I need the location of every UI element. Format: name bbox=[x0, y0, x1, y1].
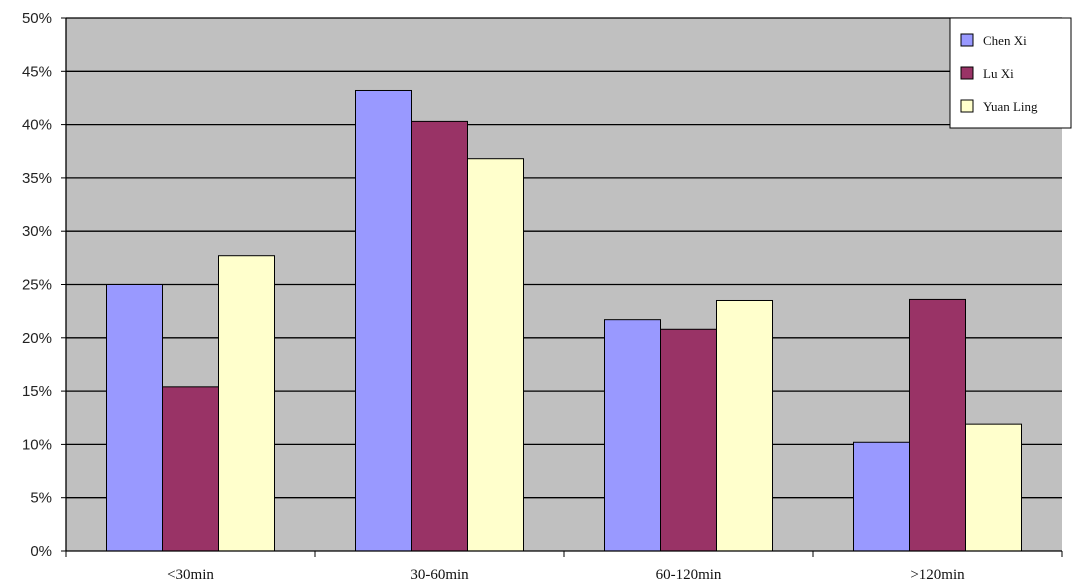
y-tick-label: 10% bbox=[22, 436, 52, 453]
y-tick-label: 35% bbox=[22, 170, 52, 187]
x-tick-label: >120min bbox=[910, 567, 965, 583]
legend-label-yuan-ling: Yuan Ling bbox=[983, 99, 1038, 114]
bar-lu-xi bbox=[411, 120, 468, 552]
legend: Chen Xi Lu Xi Yuan Ling bbox=[949, 17, 1072, 129]
bar-chen-xi bbox=[853, 441, 910, 552]
y-tick-label: 5% bbox=[30, 490, 52, 507]
bar-lu-xi bbox=[909, 298, 966, 552]
bar-lu-xi bbox=[162, 386, 219, 552]
bar-chen-xi bbox=[106, 284, 163, 552]
legend-label-lu-xi: Lu Xi bbox=[983, 66, 1014, 81]
y-tick-label: 25% bbox=[22, 277, 52, 294]
y-tick-labels: 0% 5% 10% 15% 20% 25% 30% 35% 40% 45% 50% bbox=[22, 10, 52, 560]
bar-yuan-ling bbox=[218, 255, 275, 552]
bar-chen-xi bbox=[355, 89, 412, 552]
y-tick-label: 15% bbox=[22, 383, 52, 400]
axes bbox=[61, 17, 1063, 557]
y-tick-label: 30% bbox=[22, 223, 52, 240]
x-tick-label: <30min bbox=[167, 567, 214, 583]
legend-swatch-yuan-ling bbox=[960, 99, 974, 113]
x-tick-labels: <30min 30-60min 60-120min >120min bbox=[167, 567, 965, 583]
bars bbox=[106, 89, 1022, 552]
legend-swatch-lu-xi bbox=[960, 66, 974, 80]
x-tick-label: 60-120min bbox=[656, 567, 722, 583]
legend-swatch-chen-xi bbox=[960, 33, 974, 47]
bar-lu-xi bbox=[660, 328, 717, 552]
y-tick-label: 20% bbox=[22, 330, 52, 347]
bar-chen-xi bbox=[604, 319, 661, 552]
legend-label-chen-xi: Chen Xi bbox=[983, 33, 1027, 48]
y-tick-label: 40% bbox=[22, 117, 52, 134]
bar-yuan-ling bbox=[716, 299, 773, 552]
y-tick-label: 0% bbox=[30, 543, 52, 560]
bar-yuan-ling bbox=[467, 158, 524, 552]
y-tick-label: 50% bbox=[22, 10, 52, 27]
bar-yuan-ling bbox=[965, 423, 1022, 552]
x-tick-label: 30-60min bbox=[410, 567, 469, 583]
y-tick-label: 45% bbox=[22, 63, 52, 80]
